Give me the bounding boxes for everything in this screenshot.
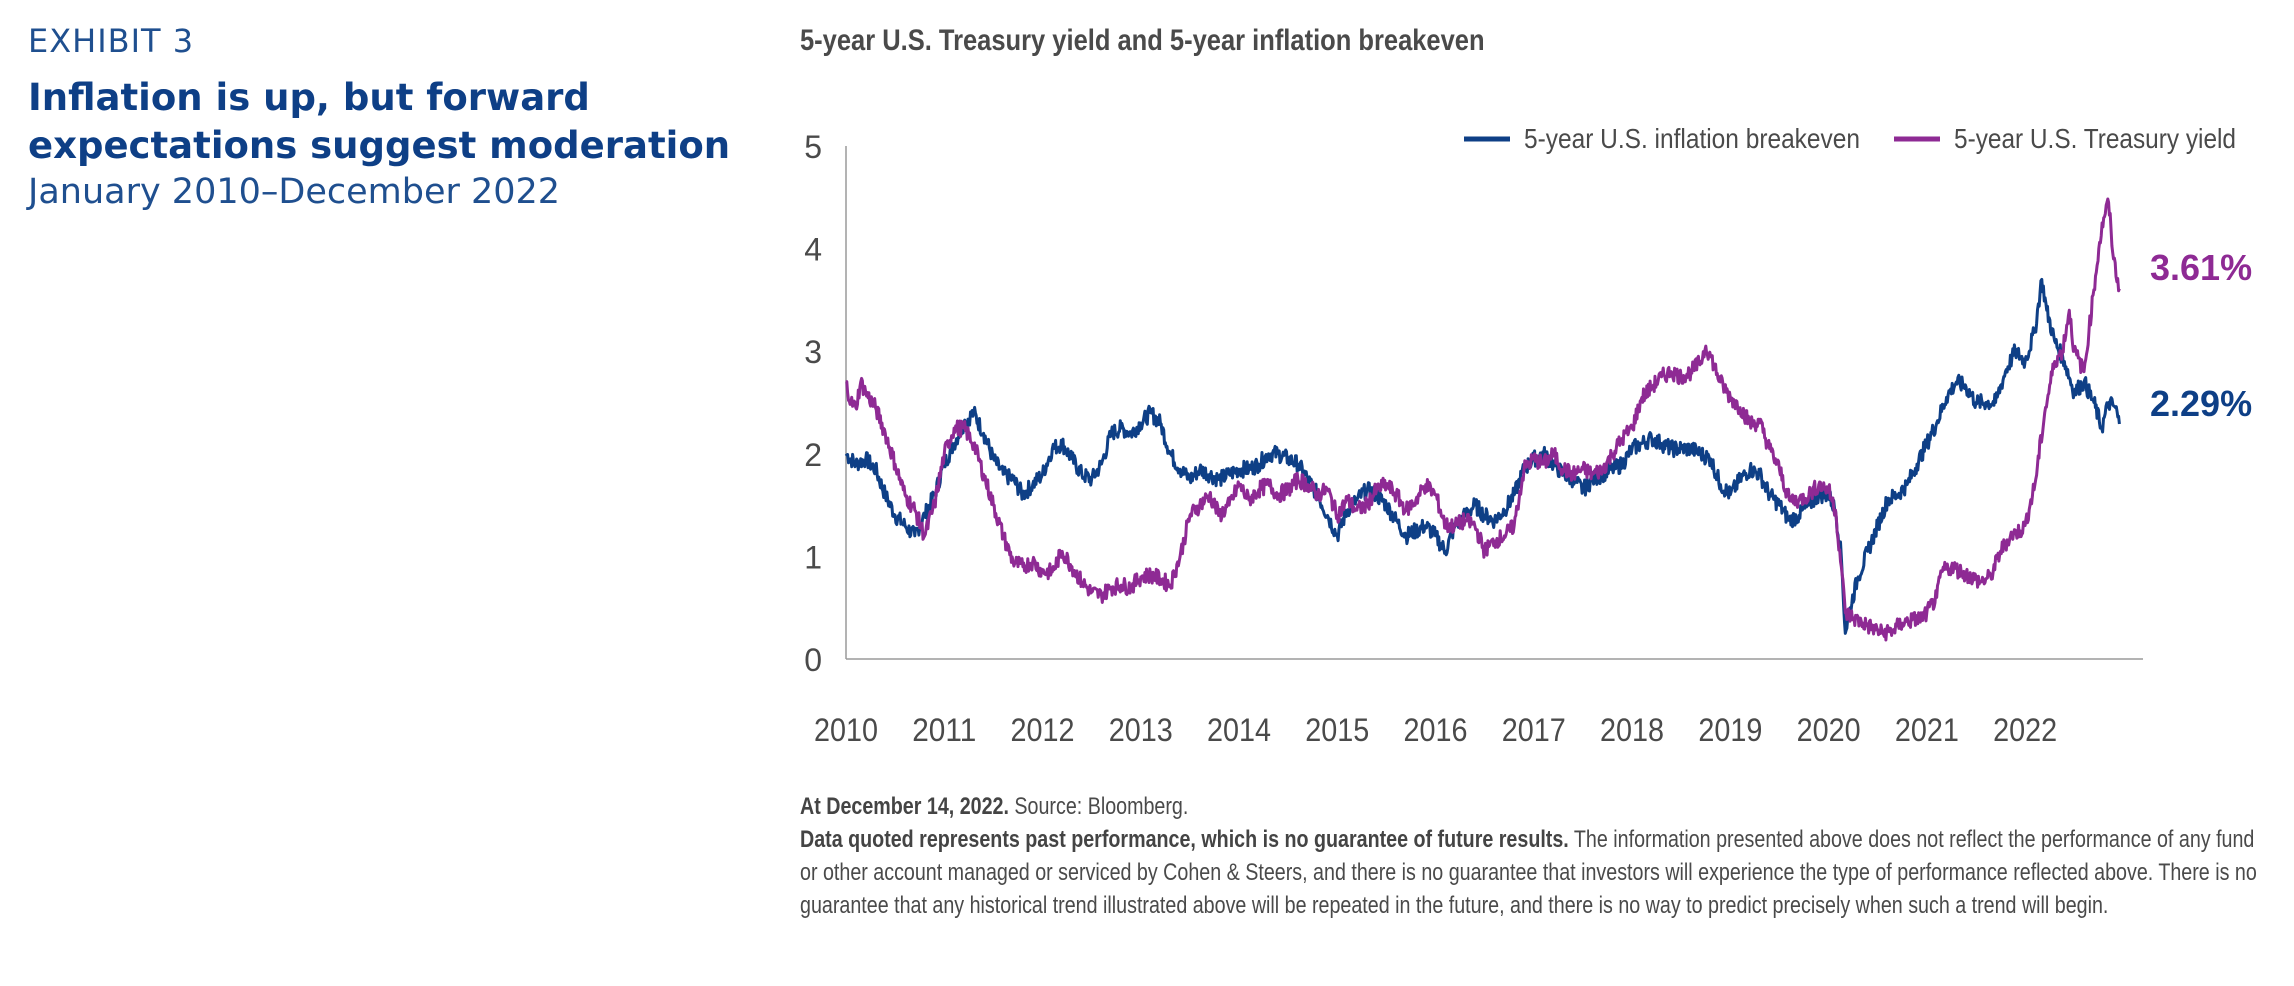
x-tick-label: 2021 bbox=[1895, 712, 1959, 748]
legend-label-treasury: 5-year U.S. Treasury yield bbox=[1954, 123, 2236, 154]
legend: 5-year U.S. inflation breakeven 5-year U… bbox=[1464, 123, 2236, 154]
y-tick-label: 2 bbox=[804, 437, 822, 473]
y-tick-label: 0 bbox=[804, 642, 822, 678]
x-tick-label: 2015 bbox=[1305, 712, 1369, 748]
x-tick-label: 2017 bbox=[1502, 712, 1566, 748]
y-tick-label: 4 bbox=[804, 232, 822, 268]
x-tick-label: 2010 bbox=[814, 712, 878, 748]
series-line-treasury bbox=[845, 197, 2121, 642]
disclaimer-text: The information presented above does not… bbox=[800, 826, 2257, 919]
y-tick-label: 3 bbox=[804, 334, 822, 370]
series-lines bbox=[844, 197, 2121, 642]
chart-axes bbox=[845, 146, 2143, 660]
y-tick-label: 1 bbox=[804, 539, 822, 575]
source-line: At December 14, 2022. Source: Bloomberg. bbox=[800, 790, 2260, 823]
disclaimer-bold: Data quoted represents past performance,… bbox=[800, 826, 1569, 853]
x-tick-labels: 2010 2011 2012 2013 2014 2015 2016 2017 2018 2019… bbox=[814, 712, 2057, 748]
date-range: January 2010–December 2022 bbox=[28, 172, 561, 212]
x-tick-label: 2012 bbox=[1011, 712, 1075, 748]
x-tick-label: 2018 bbox=[1600, 712, 1664, 748]
x-tick-label: 2022 bbox=[1993, 712, 2057, 748]
legend-label-breakeven: 5-year U.S. inflation breakeven bbox=[1524, 123, 1860, 154]
x-tick-label: 2013 bbox=[1109, 712, 1173, 748]
end-label-breakeven: 2.29% bbox=[2150, 383, 2252, 424]
footnote: At December 14, 2022. Source: Bloomberg.… bbox=[800, 790, 2260, 922]
series-line-breakeven bbox=[844, 277, 2121, 635]
footnote-date: At December 14, 2022. bbox=[800, 793, 1009, 820]
footnote-source: Source: Bloomberg. bbox=[1008, 793, 1189, 820]
x-tick-label: 2019 bbox=[1698, 712, 1762, 748]
y-tick-labels: 0 1 2 3 4 5 bbox=[804, 129, 822, 678]
x-tick-label: 2014 bbox=[1207, 712, 1271, 748]
x-tick-label: 2011 bbox=[912, 712, 976, 748]
disclaimer: Data quoted represents past performance,… bbox=[800, 823, 2260, 922]
end-label-treasury: 3.61% bbox=[2150, 247, 2252, 288]
page-title: Inflation is up, but forward expectation… bbox=[28, 76, 731, 167]
x-tick-label: 2016 bbox=[1404, 712, 1468, 748]
chart-title: 5-year U.S. Treasury yield and 5-year in… bbox=[800, 24, 1485, 57]
y-tick-label: 5 bbox=[804, 129, 822, 165]
exhibit-label: EXHIBIT 3 bbox=[28, 22, 195, 60]
x-tick-label: 2020 bbox=[1797, 712, 1861, 748]
